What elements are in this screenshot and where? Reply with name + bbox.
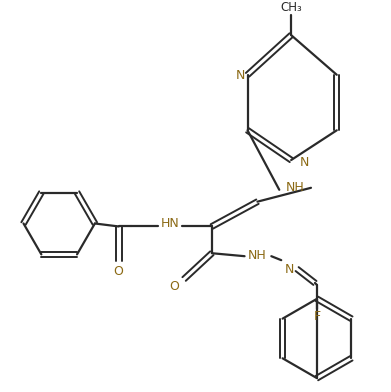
Text: NH: NH [286, 181, 305, 194]
Text: CH₃: CH₃ [280, 1, 302, 14]
Text: NH: NH [248, 249, 267, 262]
Text: O: O [114, 265, 124, 278]
Text: N: N [285, 263, 294, 276]
Text: N: N [300, 156, 309, 169]
Text: O: O [169, 280, 179, 294]
Text: HN: HN [161, 217, 179, 230]
Text: F: F [313, 310, 321, 323]
Text: N: N [236, 69, 245, 82]
